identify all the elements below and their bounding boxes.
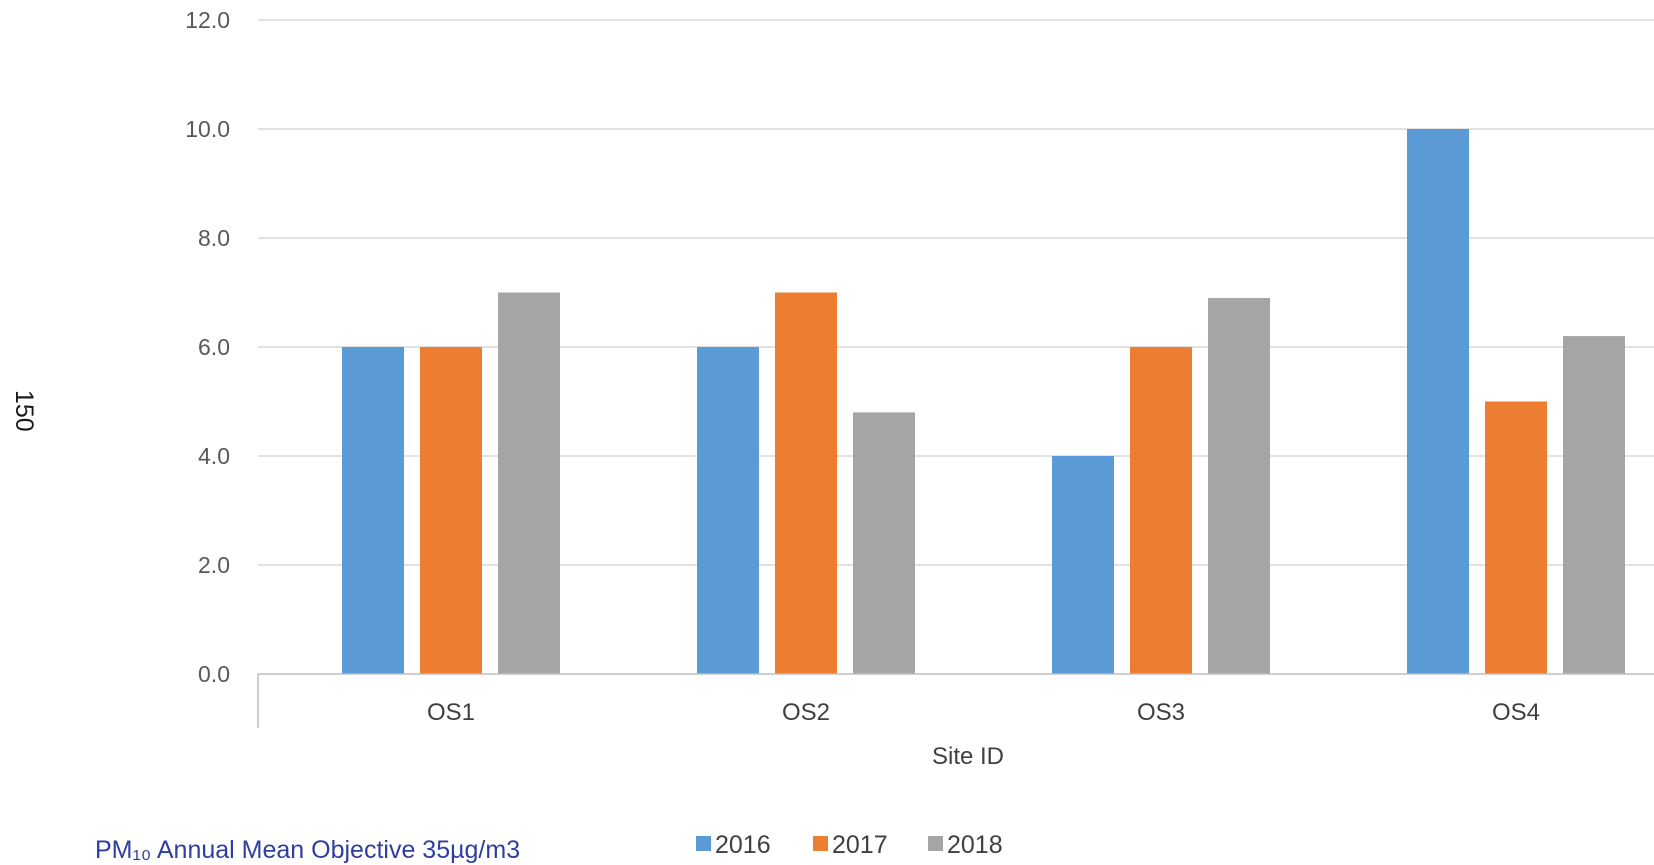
bar-os2-2017: [775, 292, 837, 674]
x-axis: [257, 673, 1654, 728]
y-axis-ticks: 0.0 2.0 4.0 6.0 8.0 10.0 12.0: [185, 7, 230, 687]
category-label: OS1: [427, 699, 475, 726]
category-labels: OS1 OS2 OS3 OS4: [427, 699, 1540, 726]
bar-os3-2016: [1052, 456, 1114, 674]
bar-os3-2018: [1208, 297, 1270, 674]
category-label: OS2: [782, 699, 830, 726]
bar-os1-2018: [498, 292, 560, 674]
legend-label-2017: 2017: [832, 831, 888, 859]
legend: 2016 2017 2018: [696, 831, 1003, 859]
y-tick-label: 12.0: [185, 7, 230, 33]
legend-label-2016: 2016: [715, 831, 771, 859]
page-number: 150: [10, 390, 38, 432]
y-tick-label: 0.0: [198, 661, 230, 687]
x-axis-title: Site ID: [932, 743, 1004, 770]
legend-label-2018: 2018: [947, 831, 1003, 859]
y-tick-label: 8.0: [198, 225, 230, 251]
y-tick-label: 4.0: [198, 443, 230, 469]
bar-os1-2016: [342, 347, 404, 674]
category-label: OS3: [1137, 699, 1185, 726]
bar-os2-2016: [697, 347, 759, 674]
legend-swatch-2018: [928, 836, 943, 851]
bar-os2-2018: [853, 412, 915, 674]
y-tick-label: 6.0: [198, 334, 230, 360]
y-tick-label: 2.0: [198, 552, 230, 578]
bar-os4-2017: [1485, 401, 1547, 674]
bar-os4-2018: [1563, 336, 1625, 674]
legend-swatch-2017: [813, 836, 828, 851]
bars: [342, 129, 1625, 674]
caption: PM₁₀ Annual Mean Objective 35µg/m3: [95, 836, 521, 864]
legend-swatch-2016: [696, 836, 711, 851]
y-tick-label: 10.0: [185, 116, 230, 142]
bar-os4-2016: [1407, 129, 1469, 674]
category-label: OS4: [1492, 699, 1540, 726]
bar-os3-2017: [1130, 347, 1192, 674]
bar-os1-2017: [420, 347, 482, 674]
